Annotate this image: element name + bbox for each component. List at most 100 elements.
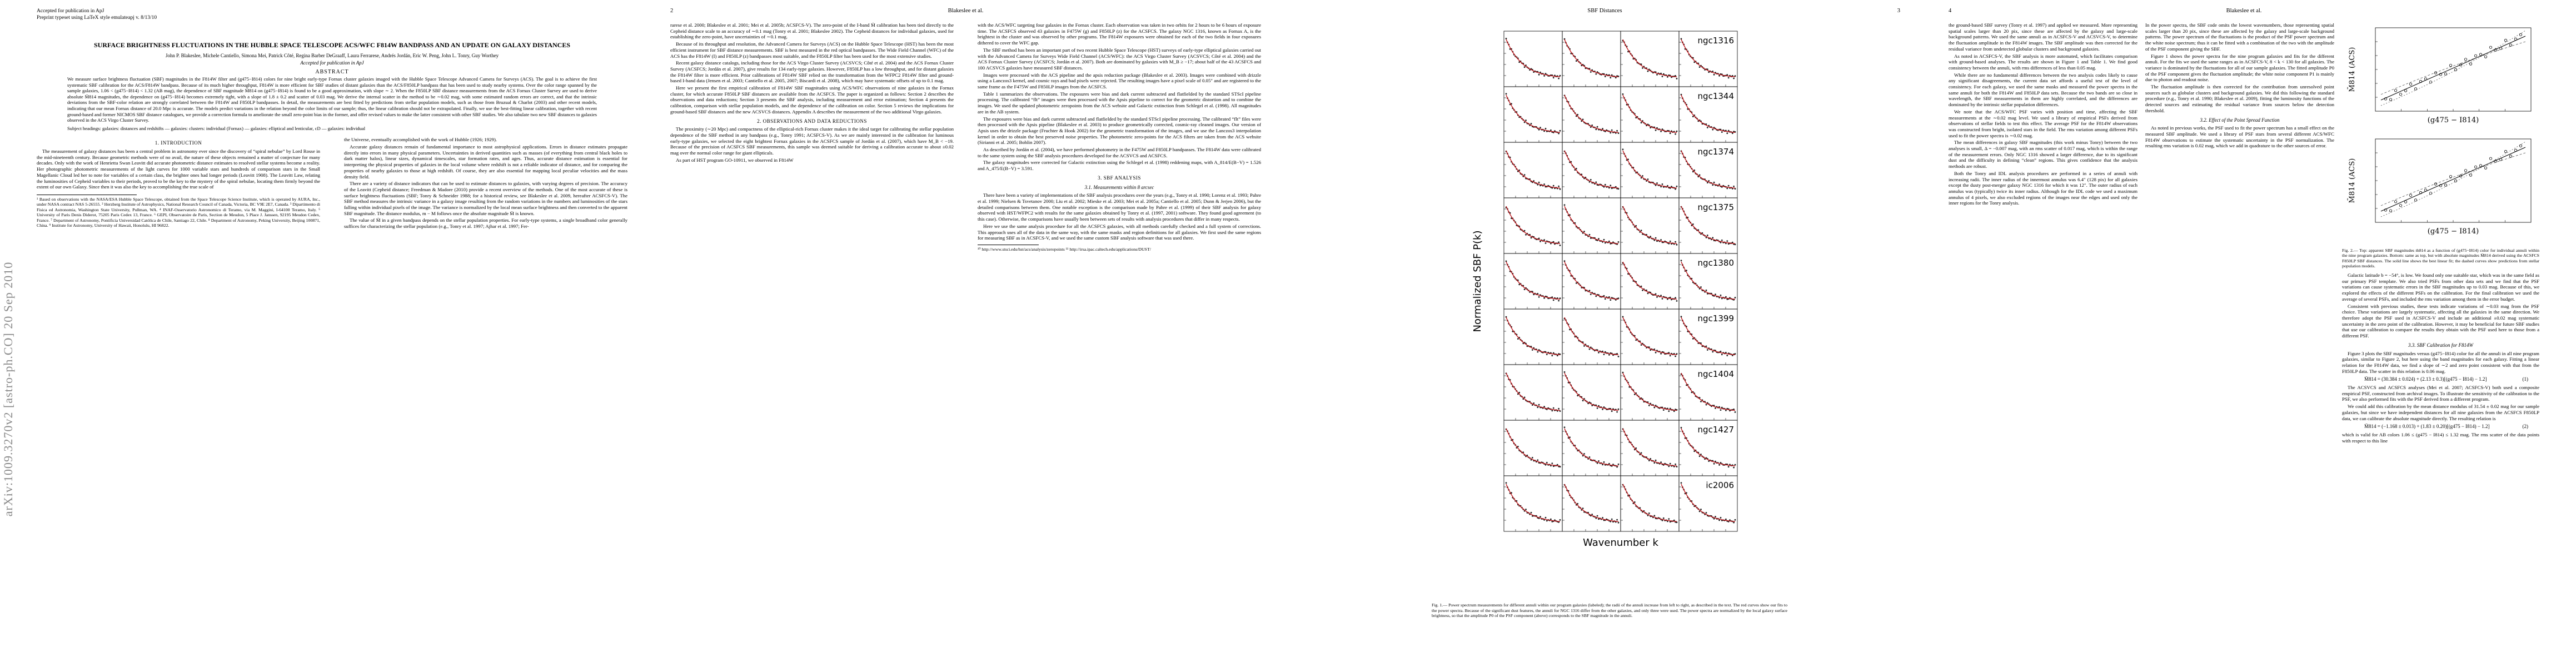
- fit-curve: [1564, 372, 1619, 411]
- data-point: [1543, 130, 1545, 132]
- data-point: [1559, 519, 1561, 521]
- data-point: [1640, 230, 1642, 231]
- panel-frame: [1620, 142, 1680, 198]
- data-point: [1523, 121, 1526, 123]
- paragraph: Figure 1 shows the power spectra for the…: [2145, 53, 2334, 83]
- paragraph: Figure 3 plots the SBF magnitudes versus…: [2342, 350, 2539, 374]
- data-point: [1720, 294, 1722, 296]
- data-point: [1538, 349, 1540, 351]
- data-point: [1727, 77, 1730, 79]
- data-point: [1588, 181, 1591, 183]
- data-point: [1713, 462, 1715, 465]
- data-point: [1653, 462, 1656, 464]
- data-point: [1656, 182, 1658, 184]
- paragraph: While there are no fundamental differenc…: [1949, 72, 2137, 108]
- paragraph: The exposures were bias and dark current…: [978, 116, 1261, 146]
- panel-frame: [1503, 86, 1563, 143]
- data-point: [1583, 345, 1585, 347]
- data-point: [1537, 351, 1539, 353]
- data-point: [1563, 260, 1566, 262]
- data-point: [1590, 71, 1592, 73]
- data-point: [1608, 187, 1610, 189]
- data-point: [1595, 517, 1597, 519]
- data-point: [1551, 410, 1553, 412]
- model-curve: [2380, 141, 2526, 217]
- data-point: [1611, 410, 1613, 412]
- data-point: [1556, 410, 1558, 412]
- paragraph: The value of M̄ in a given bandpass depe…: [344, 217, 627, 230]
- data-point: [1727, 466, 1730, 468]
- section-heading-sbf-analysis: 3. SBF ANALYSIS: [1098, 175, 1141, 181]
- data-point: [1676, 78, 1678, 79]
- page-4-middle-column: In the power spectra, the SBF code omits…: [2145, 22, 2334, 445]
- model-curve: [2380, 41, 2526, 95]
- data-point: [1733, 466, 1735, 469]
- data-point: [1550, 129, 1552, 131]
- data-point: [1538, 237, 1540, 240]
- data-point: [1551, 187, 1553, 189]
- data-point: [1617, 241, 1620, 243]
- data-point: [1590, 179, 1592, 181]
- data-point: [1706, 349, 1708, 351]
- paragraph: Images were processed with the ACS pipel…: [978, 72, 1261, 90]
- data-point: [1533, 180, 1535, 182]
- data-point: [1523, 174, 1526, 176]
- panel-frame: [1620, 197, 1680, 254]
- data-point: [1715, 293, 1716, 295]
- page-1-header: Accepted for publication in ApJ Preprint…: [37, 8, 627, 22]
- data-point: [1673, 519, 1675, 521]
- figure-2: M̄814 (ACS) (g475 − I814) M̄814 (ACS) (g475…: [2342, 22, 2539, 269]
- data-point: [1655, 237, 1657, 239]
- paragraph: As noted in previous works, the PSF used…: [2145, 125, 2334, 149]
- data-point: [1531, 404, 1533, 406]
- data-point: [2499, 158, 2503, 161]
- data-point: [1713, 517, 1715, 520]
- data-point: [1653, 406, 1656, 409]
- data-point: [1705, 404, 1707, 406]
- data-point: [1575, 282, 1577, 284]
- data-point: [1611, 129, 1613, 131]
- data-point: [1556, 355, 1558, 357]
- data-point: [1635, 447, 1637, 449]
- data-point: [1523, 66, 1526, 68]
- x-axis-label: (g475 − I814): [2428, 227, 2479, 236]
- data-point: [1622, 316, 1624, 318]
- data-point: [1563, 371, 1566, 373]
- data-point: [1671, 298, 1672, 301]
- panel-frame: [1503, 308, 1563, 365]
- page-2-left-column: rarese et al. 2000; Blakeslee et al. 200…: [670, 22, 954, 252]
- page-number: 2: [670, 8, 674, 14]
- data-point: [1544, 464, 1547, 466]
- data-point: [1544, 516, 1547, 519]
- data-point: [2439, 73, 2443, 76]
- data-point: [1611, 74, 1613, 76]
- data-point: [1552, 299, 1554, 301]
- data-point: [1726, 298, 1728, 300]
- accepted-note: Accepted for publication in ApJ: [300, 60, 364, 66]
- data-point: [1731, 241, 1733, 243]
- fit-curve: [1681, 317, 1736, 355]
- paragraph: The SBF method has been an important par…: [978, 47, 1261, 71]
- data-point: [1731, 188, 1733, 190]
- data-point: [1700, 401, 1702, 402]
- data-point: [1518, 169, 1521, 171]
- panel-frame: [1503, 475, 1563, 532]
- data-point: [1700, 286, 1702, 288]
- data-point: [1575, 60, 1577, 62]
- data-point: [2469, 173, 2473, 177]
- data-point: [1715, 407, 1716, 409]
- data-point: [1640, 452, 1642, 454]
- data-point: [1530, 237, 1532, 239]
- data-point: [1533, 402, 1535, 404]
- data-point: [1598, 405, 1600, 407]
- data-point: [1530, 511, 1532, 514]
- panel-frame: [1562, 420, 1621, 476]
- data-point: [1563, 426, 1566, 429]
- data-point: [1617, 521, 1620, 524]
- panel-frame: [1562, 475, 1621, 532]
- data-point: [1726, 132, 1728, 135]
- data-point: [1692, 223, 1694, 225]
- data-point: [2414, 87, 2418, 91]
- data-point: [1588, 233, 1591, 236]
- data-point: [1598, 518, 1600, 520]
